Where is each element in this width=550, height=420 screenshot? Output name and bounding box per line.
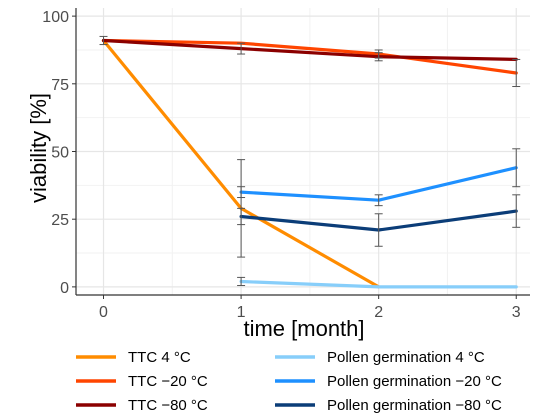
y-tick-label: 100 <box>42 9 69 26</box>
x-tick-label: 3 <box>512 304 521 321</box>
x-tick-label: 2 <box>374 304 383 321</box>
axes <box>72 8 530 299</box>
y-tick-label: 0 <box>60 280 69 297</box>
y-tick-label: 50 <box>51 145 69 162</box>
legend-label-0: TTC 4 °C <box>128 349 191 366</box>
y-tick-label: 75 <box>51 77 69 94</box>
legend-label-5: Pollen germination −80 °C <box>327 397 502 414</box>
y-axis-title: viability [%] <box>26 93 51 203</box>
y-tick-label: 25 <box>51 212 69 229</box>
legend-label-4: Pollen germination −20 °C <box>327 373 502 390</box>
legend-label-2: TTC −80 °C <box>128 397 208 414</box>
legend: TTC 4 °C TTC −20 °C TTC −80 °C Pollen germi… <box>76 349 502 414</box>
x-tick-label: 0 <box>99 304 108 321</box>
error-bars <box>99 35 521 287</box>
series-line-2 <box>101 38 518 62</box>
x-axis-title: time [month] <box>243 316 364 341</box>
legend-label-3: Pollen germination 4 °C <box>327 349 485 366</box>
series-line-3 <box>239 279 518 289</box>
x-tick-label: 1 <box>237 304 246 321</box>
legend-label-1: TTC −20 °C <box>128 373 208 390</box>
series-line-1 <box>101 38 518 75</box>
tick-labels: 0 25 50 75 100 0 1 2 3 <box>42 9 520 321</box>
